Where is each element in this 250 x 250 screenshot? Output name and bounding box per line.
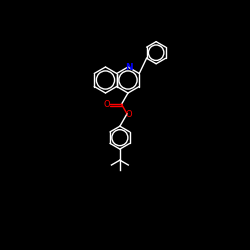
Text: O: O — [126, 110, 132, 119]
Text: O: O — [103, 100, 110, 109]
Text: N: N — [125, 62, 133, 72]
